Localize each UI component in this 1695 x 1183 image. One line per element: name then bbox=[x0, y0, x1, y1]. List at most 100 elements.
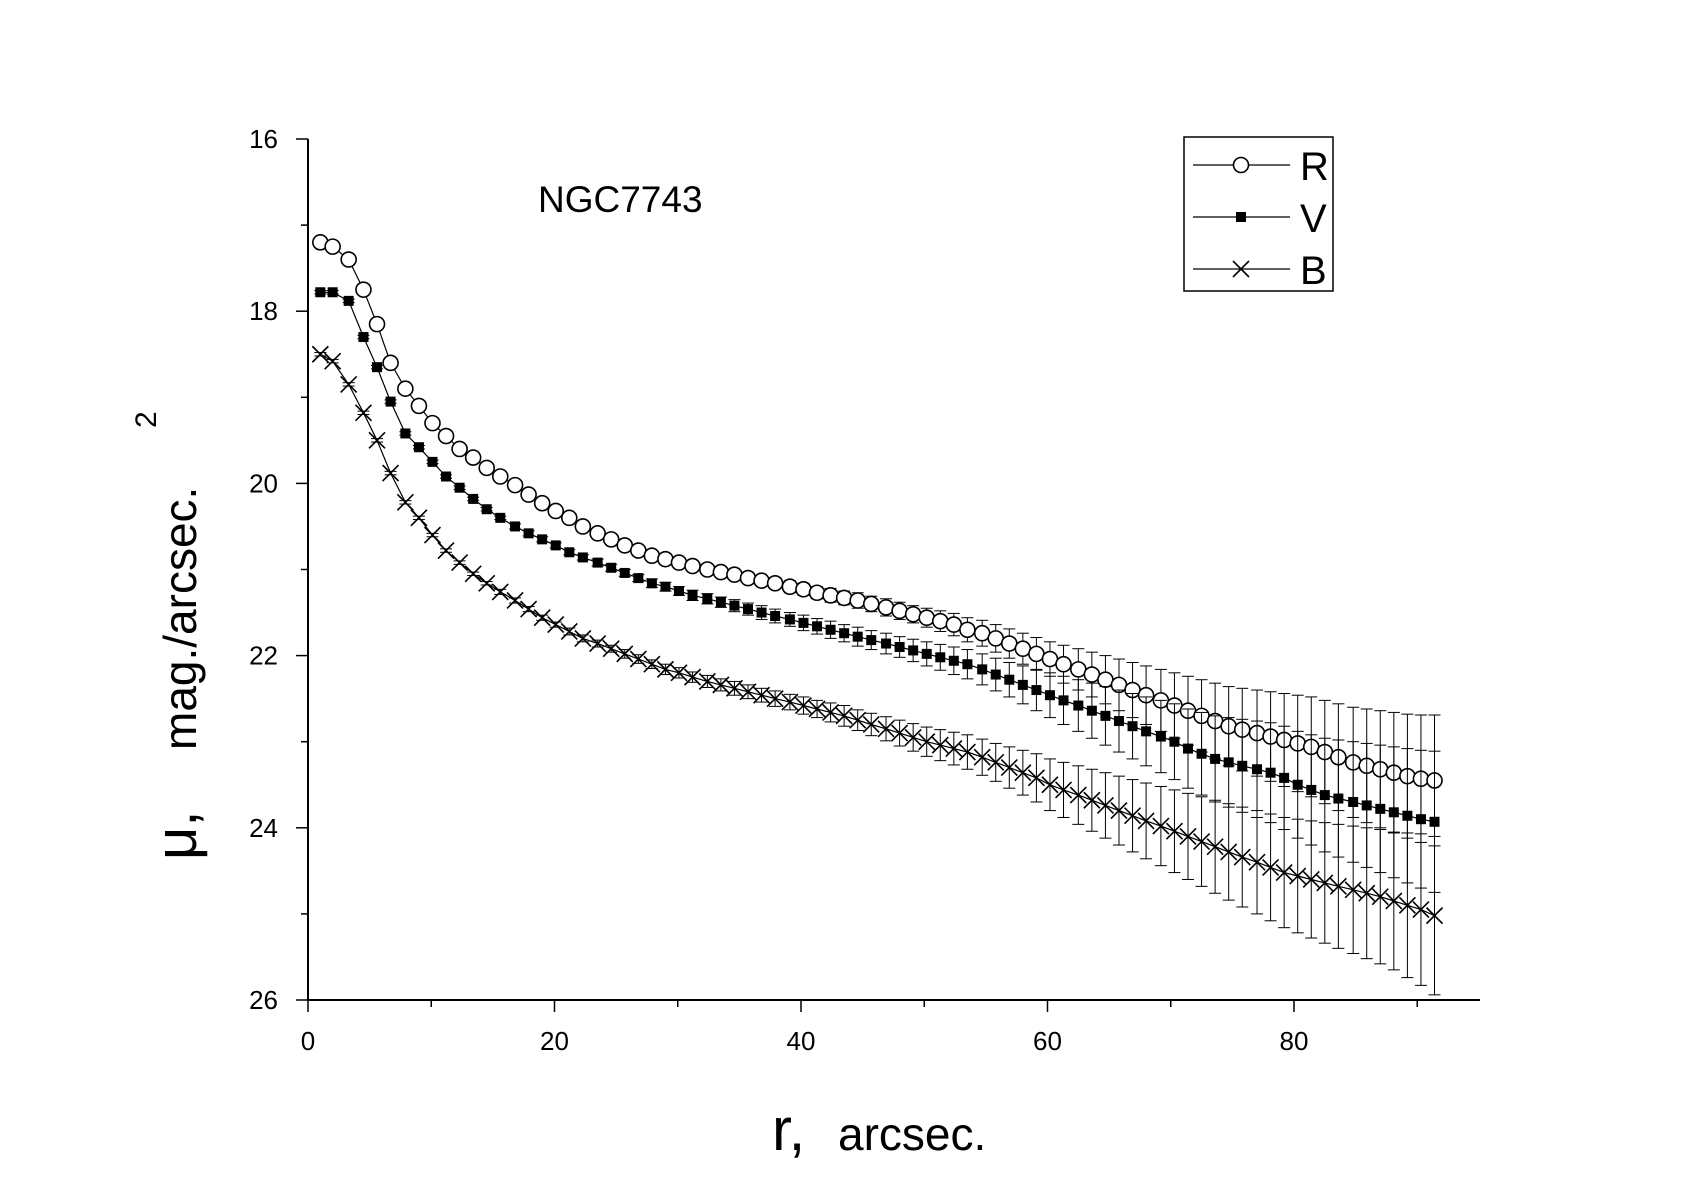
data-point-R bbox=[589, 525, 606, 542]
data-point-R bbox=[684, 557, 701, 575]
data-point-V bbox=[564, 547, 575, 558]
data-point-R bbox=[1070, 661, 1087, 678]
data-point-B bbox=[311, 345, 329, 363]
data-point-R bbox=[657, 550, 674, 568]
data-point-R bbox=[547, 502, 565, 520]
data-point-V bbox=[1100, 710, 1111, 721]
data-point-R bbox=[959, 621, 976, 639]
data-point-V bbox=[358, 332, 369, 343]
cross-stroke bbox=[1014, 764, 1032, 782]
data-point-B bbox=[1425, 907, 1444, 925]
data-point-B bbox=[1083, 791, 1101, 809]
data-point-B bbox=[1165, 822, 1184, 840]
cross-stroke bbox=[725, 679, 744, 697]
data-point-B bbox=[368, 431, 386, 449]
data-point-R bbox=[382, 354, 399, 372]
data-point-B bbox=[712, 676, 730, 694]
data-point-R bbox=[520, 486, 537, 503]
data-point-V bbox=[619, 567, 630, 578]
legend-box bbox=[1183, 136, 1334, 292]
y-tick-label: 16 bbox=[249, 124, 278, 154]
y-tick-label: 26 bbox=[249, 985, 278, 1015]
data-point-V bbox=[825, 624, 836, 635]
data-point-V bbox=[592, 557, 603, 568]
data-point-B bbox=[1027, 769, 1045, 787]
data-point-V bbox=[1415, 814, 1426, 825]
data-point-B bbox=[1316, 874, 1334, 892]
data-point-R bbox=[560, 509, 578, 527]
cross-stroke bbox=[1316, 874, 1334, 892]
data-point-B bbox=[1220, 843, 1238, 861]
data-point-B bbox=[506, 591, 524, 610]
cross-stroke bbox=[1275, 864, 1293, 882]
data-point-V bbox=[537, 534, 548, 545]
data-point-V bbox=[798, 617, 809, 628]
cross-stroke bbox=[1412, 901, 1430, 919]
data-point-R bbox=[1097, 671, 1114, 689]
cross-stroke bbox=[849, 711, 867, 729]
data-point-B bbox=[973, 748, 991, 766]
cross-stroke bbox=[1206, 838, 1224, 856]
data-point-V bbox=[1348, 796, 1359, 807]
data-point-V bbox=[1155, 731, 1166, 742]
data-point-V bbox=[715, 597, 726, 608]
data-point-V bbox=[454, 482, 465, 493]
x-tick-label: 0 bbox=[301, 1026, 315, 1056]
data-point-V bbox=[839, 628, 850, 639]
cross-stroke bbox=[506, 591, 524, 610]
data-point-B bbox=[656, 660, 674, 678]
data-point-R bbox=[904, 605, 922, 623]
data-point-V bbox=[1113, 716, 1124, 727]
data-point-B bbox=[794, 696, 813, 715]
cross-stroke bbox=[354, 404, 373, 422]
data-point-R bbox=[1000, 635, 1018, 652]
data-point-B bbox=[918, 733, 936, 751]
data-point-V bbox=[577, 552, 588, 563]
cross-stroke bbox=[670, 664, 688, 682]
cross-stroke bbox=[520, 600, 538, 618]
data-point-B bbox=[1041, 776, 1059, 794]
cross-stroke bbox=[945, 740, 963, 758]
data-point-V bbox=[1361, 800, 1372, 811]
data-point-R bbox=[1055, 655, 1072, 673]
data-point-R bbox=[891, 602, 908, 620]
data-point-V bbox=[812, 621, 823, 632]
x-axis-label: r, arcsec. bbox=[772, 1096, 986, 1163]
data-point-V bbox=[385, 396, 396, 407]
cross-stroke bbox=[987, 753, 1005, 771]
data-point-B bbox=[1248, 853, 1266, 871]
data-point-B bbox=[958, 743, 976, 761]
data-point-B bbox=[698, 672, 716, 690]
data-point-V bbox=[646, 578, 657, 589]
data-point-B bbox=[781, 693, 799, 711]
cross-stroke bbox=[891, 724, 909, 742]
data-point-V bbox=[1073, 700, 1084, 711]
data-point-B bbox=[987, 753, 1005, 771]
cross-stroke bbox=[1096, 796, 1114, 814]
x-axis-label-symbol: r, bbox=[772, 1096, 805, 1163]
data-point-B bbox=[547, 616, 565, 634]
data-point-R bbox=[410, 397, 428, 415]
data-point-B bbox=[1206, 838, 1224, 856]
cross-stroke bbox=[656, 660, 674, 678]
data-point-V bbox=[990, 669, 1001, 680]
data-point-V bbox=[1265, 767, 1276, 778]
cross-stroke bbox=[1248, 853, 1266, 871]
data-point-V bbox=[427, 456, 438, 467]
cross-stroke bbox=[1179, 827, 1197, 845]
data-point-B bbox=[589, 634, 607, 653]
data-point-R bbox=[781, 578, 799, 596]
data-point-V bbox=[935, 652, 946, 663]
data-point-B bbox=[410, 509, 428, 527]
legend-marker bbox=[1236, 212, 1246, 222]
data-point-B bbox=[1110, 802, 1128, 820]
data-point-B bbox=[464, 565, 482, 583]
data-point-V bbox=[852, 631, 863, 642]
cross-stroke bbox=[1232, 260, 1250, 278]
data-point-R bbox=[918, 609, 936, 627]
data-point-V bbox=[921, 648, 932, 659]
data-point-B bbox=[396, 493, 414, 511]
data-point-V bbox=[1183, 743, 1194, 754]
x-axis-label-text: arcsec. bbox=[838, 1108, 986, 1160]
